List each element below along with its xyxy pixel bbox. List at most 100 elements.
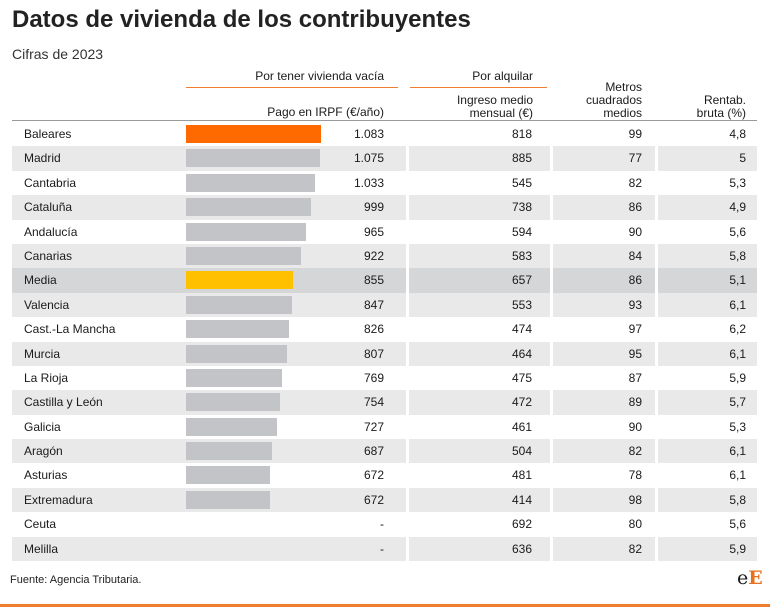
bottom-accent-rule <box>0 604 770 607</box>
rentabilidad-value: 5,8 <box>729 248 746 263</box>
region-label: Ceuta <box>24 517 57 532</box>
table-row: Canarias 922 583 84 5,8 <box>12 243 757 269</box>
region-label: La Rioja <box>24 370 69 385</box>
col-header-ingreso-line1: Ingreso medio <box>456 93 533 107</box>
column-separator <box>655 414 658 440</box>
table-row: Media 855 657 86 5,1 <box>12 268 757 293</box>
region-label: Andalucía <box>24 224 78 239</box>
ingreso-value: 594 <box>511 224 532 239</box>
irpf-bar <box>186 246 301 265</box>
col-header-metros-line1: Metros <box>605 80 642 94</box>
rentabilidad-value: 6,1 <box>729 444 746 459</box>
table-row: Castilla y León 754 472 89 5,7 <box>12 390 757 415</box>
column-separator <box>655 487 658 513</box>
irpf-bar <box>186 222 307 241</box>
column-separator <box>655 512 658 537</box>
irpf-bar <box>186 344 287 363</box>
column-separator <box>550 219 553 244</box>
column-separator <box>655 146 658 171</box>
irpf-bar <box>186 368 282 387</box>
rentabilidad-value: 5,3 <box>729 419 746 434</box>
irpf-value: 826 <box>363 322 384 337</box>
column-separator <box>550 414 553 440</box>
column-separator <box>550 317 553 342</box>
rentabilidad-value: 5,7 <box>729 395 746 410</box>
col-header-rent-line1: Rentab. <box>703 93 746 107</box>
ingreso-value: 636 <box>511 541 532 556</box>
rentabilidad-value: 5 <box>739 151 746 166</box>
region-label: Aragón <box>24 444 63 459</box>
irpf-value: 754 <box>363 395 384 410</box>
ingreso-value: 545 <box>511 175 532 190</box>
column-separator <box>406 536 409 562</box>
region-label: Murcia <box>24 346 61 361</box>
irpf-bar <box>186 490 270 509</box>
region-label: Cast.-La Mancha <box>24 322 116 337</box>
column-separator <box>406 146 409 171</box>
irpf-value: 1.033 <box>353 175 384 190</box>
column-separator <box>406 439 409 464</box>
table-row: Galicia 727 461 90 5,3 <box>12 414 757 440</box>
column-separator <box>406 292 409 318</box>
col-header-ingreso: Ingreso medio mensual (€) <box>420 94 533 120</box>
table-row: Cantabria 1.033 545 82 5,3 <box>12 170 757 196</box>
irpf-bar <box>186 271 293 290</box>
irpf-value: 672 <box>363 492 384 507</box>
col-header-metros-line2: cuadrados <box>585 93 642 107</box>
metros-value: 77 <box>628 151 642 166</box>
col-header-rentabilidad: Rentab. bruta (%) <box>670 94 746 120</box>
irpf-value: 672 <box>363 468 384 483</box>
col-header-irpf: Pago en IRPF (€/año) <box>267 105 384 119</box>
irpf-bar <box>186 466 270 485</box>
rentabilidad-value: 5,6 <box>729 224 746 239</box>
ingreso-value: 481 <box>511 468 532 483</box>
metros-value: 84 <box>628 248 642 263</box>
irpf-bar <box>186 417 277 436</box>
column-separator <box>406 195 409 220</box>
logo-letter-E: E <box>748 567 763 589</box>
column-separator <box>406 487 409 513</box>
table-row: La Rioja 769 475 87 5,9 <box>12 365 757 391</box>
column-separator <box>406 243 409 269</box>
column-separator <box>406 268 409 293</box>
irpf-bar <box>186 198 311 217</box>
column-separator <box>550 512 553 537</box>
table-row: Asturias 672 481 78 6,1 <box>12 463 757 488</box>
metros-value: 86 <box>628 273 642 288</box>
metros-value: 87 <box>628 370 642 385</box>
irpf-value: 687 <box>363 444 384 459</box>
ingreso-value: 475 <box>511 370 532 385</box>
irpf-bar <box>186 173 315 192</box>
column-separator <box>406 122 409 147</box>
irpf-value: - <box>380 541 384 556</box>
irpf-bar <box>186 442 272 461</box>
source-note: Fuente: Agencia Tributaria. <box>10 574 142 586</box>
header-divider <box>12 120 757 121</box>
group-header-alquilar: Por alquilar <box>472 69 533 83</box>
column-separator <box>550 292 553 318</box>
column-separator <box>406 414 409 440</box>
rentabilidad-value: 4,9 <box>729 200 746 215</box>
column-separator <box>550 146 553 171</box>
metros-value: 82 <box>628 444 642 459</box>
metros-value: 86 <box>628 200 642 215</box>
chart-subtitle: Cifras de 2023 <box>12 46 104 62</box>
region-label: Cataluña <box>24 200 73 215</box>
column-separator <box>406 341 409 366</box>
column-separator <box>655 195 658 220</box>
metros-value: 90 <box>628 224 642 239</box>
rentabilidad-value: 5,6 <box>729 517 746 532</box>
irpf-bar <box>186 149 320 168</box>
column-separator <box>550 268 553 293</box>
chart-title: Datos de vivienda de los contribuyentes <box>12 6 471 33</box>
ingreso-value: 472 <box>511 395 532 410</box>
rentabilidad-value: 5,1 <box>729 273 746 288</box>
group-rule-alquilar <box>410 87 547 88</box>
table-row: Extremadura 672 414 98 5,8 <box>12 487 757 513</box>
column-separator <box>655 122 658 147</box>
metros-value: 98 <box>628 492 642 507</box>
column-separator <box>550 390 553 415</box>
rentabilidad-value: 5,3 <box>729 175 746 190</box>
metros-value: 95 <box>628 346 642 361</box>
rentabilidad-value: 6,1 <box>729 468 746 483</box>
